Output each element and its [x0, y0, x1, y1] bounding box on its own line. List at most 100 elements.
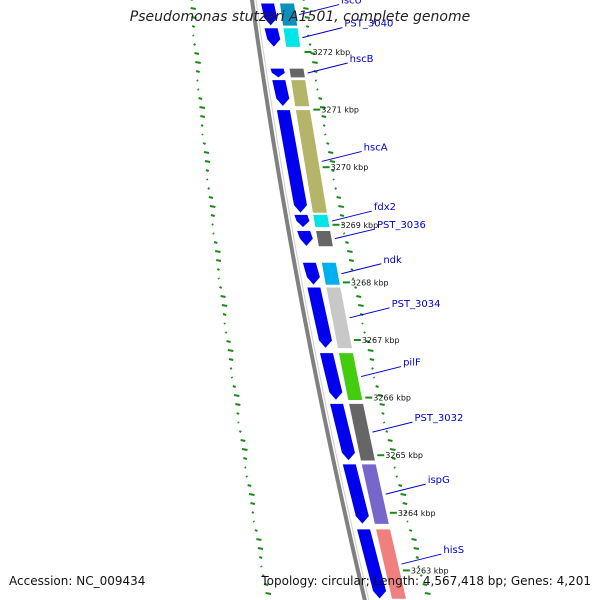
gc-mark [243, 457, 248, 460]
gc-mark [263, 583, 269, 586]
gc-mark [351, 277, 355, 280]
gc-mark [244, 466, 247, 469]
cog-bar [282, 27, 302, 48]
gc-mark [358, 304, 364, 307]
gc-mark [367, 349, 374, 352]
gc-mark [365, 340, 371, 343]
gc-mark [404, 511, 408, 514]
cds-arrow [269, 67, 286, 79]
cog-bar [360, 463, 391, 525]
gc-mark [219, 286, 223, 289]
gc-mark [230, 376, 234, 379]
gc-mark [199, 106, 206, 109]
gene-label-hscb: hscB [350, 54, 374, 65]
gc-mark [326, 142, 330, 145]
gc-mark [354, 286, 358, 289]
gc-mark [192, 34, 195, 37]
gc-mark [190, 7, 197, 10]
cog-bar [290, 79, 311, 108]
cog-bar [312, 213, 331, 229]
gc-mark [391, 457, 396, 460]
map-title: Pseudomonas stutzeri A1501, complete gen… [129, 9, 471, 25]
gene-label-pst_3032: PST_3032 [414, 413, 463, 424]
kbp-tick-label: 3269 kbp [341, 221, 379, 230]
gc-mark [389, 448, 396, 451]
gene-label-pst_3034: PST_3034 [392, 299, 441, 310]
gc-mark [345, 241, 349, 244]
gc-mark [314, 79, 318, 82]
label-leader [334, 228, 376, 240]
cds-arrow [301, 261, 322, 287]
gc-mark [319, 106, 326, 109]
gc-mark [235, 403, 241, 406]
gc-mark [347, 250, 353, 253]
cds-arrow [259, 2, 279, 27]
gc-mark [227, 349, 234, 352]
cog-bar [320, 261, 342, 286]
gc-mark [334, 187, 338, 190]
gc-mark [395, 475, 399, 478]
cds-arrow [275, 109, 309, 215]
gc-mark [310, 52, 316, 55]
gc-mark [336, 196, 342, 199]
gc-mark [217, 277, 220, 280]
accession-text: Accession: NC_009434 [9, 574, 146, 588]
gc-mark [232, 385, 237, 388]
gc-mark [398, 484, 403, 487]
gc-mark [261, 574, 265, 577]
gc-mark [327, 151, 334, 154]
cog-bar [374, 528, 408, 600]
gc-mark [214, 250, 221, 253]
label-leader [341, 263, 382, 275]
gc-mark [256, 538, 262, 541]
gc-mark [377, 394, 384, 397]
gc-mark [369, 358, 375, 361]
cds-arrow [263, 27, 282, 49]
gc-mark [196, 79, 199, 82]
gc-mark [308, 43, 312, 46]
gc-mark [305, 25, 310, 28]
cog-bar [294, 109, 329, 214]
gc-mark [387, 439, 393, 442]
cog-track [278, 2, 408, 600]
gc-mark [237, 421, 240, 424]
cds-arrow [355, 528, 388, 600]
gc-mark [348, 259, 354, 262]
gc-mark [361, 322, 364, 325]
gc-mark [424, 592, 431, 595]
gc-mark [338, 205, 345, 208]
gc-mark [385, 430, 389, 433]
cog-bar [347, 402, 377, 462]
label-leader [372, 421, 413, 433]
gc-mark [304, 16, 310, 19]
gc-mark [197, 88, 200, 91]
gc-mark [372, 376, 376, 379]
gc-mark [250, 502, 256, 505]
gc-mark [195, 70, 200, 73]
gc-mark [400, 493, 407, 496]
cds-arrow [292, 213, 311, 229]
gc-mark [216, 268, 220, 271]
label-leader [401, 553, 442, 565]
cds-arrow [271, 79, 291, 108]
label-leader [302, 27, 343, 39]
gc-mark [204, 160, 211, 163]
gc-mark [254, 529, 258, 532]
gc-mark [381, 412, 385, 415]
kbp-tick-label: 3268 kbp [351, 278, 389, 287]
gc-mark [213, 241, 218, 244]
cds-arrow [328, 402, 357, 462]
gc-mark [236, 412, 240, 415]
gc-mark [417, 565, 420, 568]
gc-mark [205, 169, 210, 172]
gc-mark [316, 88, 319, 91]
gc-mark [206, 178, 209, 181]
cds-arrow [295, 230, 314, 248]
gc-mark [329, 160, 336, 163]
cog-bar [278, 2, 299, 27]
gc-mark [406, 520, 409, 523]
gc-mark [247, 484, 252, 487]
gc-mark [193, 43, 196, 46]
kbp-tick-label: 3271 kbp [321, 106, 359, 115]
gc-mark [191, 25, 196, 28]
